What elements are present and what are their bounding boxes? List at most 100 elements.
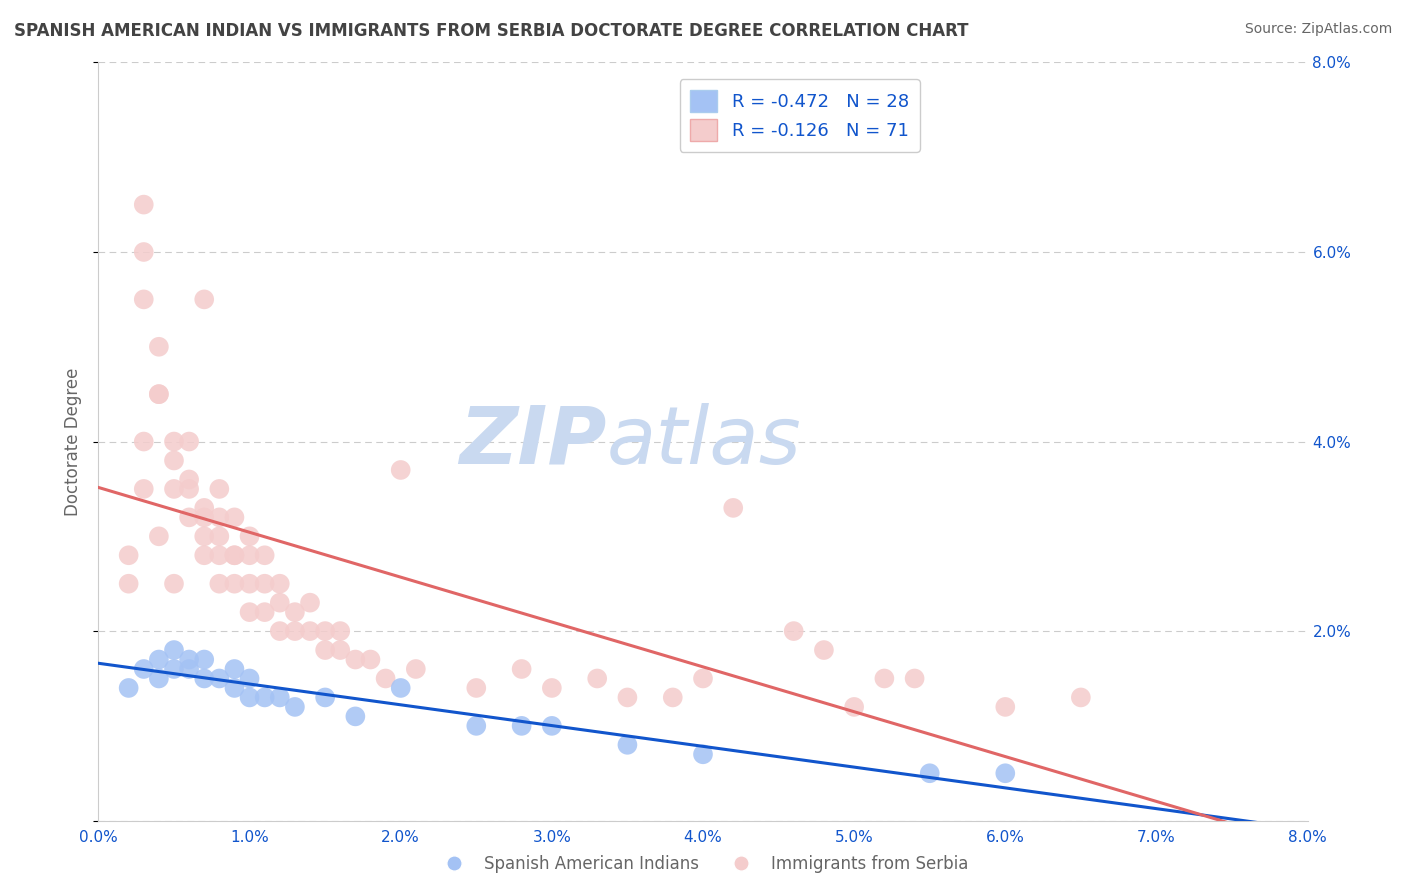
Point (193, 529, 215, 543)
Point (269, 690, 291, 705)
Point (179, 652, 201, 666)
Point (253, 576, 276, 591)
Point (193, 548, 215, 563)
Point (510, 662, 533, 676)
Point (179, 473, 201, 487)
Point (239, 548, 262, 563)
Point (389, 463, 412, 477)
Point (118, 681, 141, 695)
Point (208, 529, 231, 543)
Point (723, 500, 745, 515)
Point (118, 548, 141, 563)
Point (994, 766, 1017, 780)
Point (284, 624, 307, 639)
Point (344, 709, 367, 723)
Point (163, 662, 186, 676)
Point (163, 482, 186, 496)
Point (163, 434, 186, 449)
Point (465, 719, 488, 733)
Text: atlas: atlas (606, 402, 801, 481)
Point (193, 672, 215, 686)
Point (389, 681, 412, 695)
Point (616, 690, 638, 705)
Point (163, 453, 186, 467)
Point (239, 690, 262, 705)
Point (510, 719, 533, 733)
Point (314, 690, 336, 705)
Legend: R = -0.472   N = 28, R = -0.126   N = 71: R = -0.472 N = 28, R = -0.126 N = 71 (679, 79, 920, 152)
Point (1070, 690, 1092, 705)
Point (224, 510, 246, 524)
Text: SPANISH AMERICAN INDIAN VS IMMIGRANTS FROM SERBIA DOCTORATE DEGREE CORRELATION C: SPANISH AMERICAN INDIAN VS IMMIGRANTS FR… (14, 22, 969, 40)
Point (208, 482, 231, 496)
Point (616, 738, 638, 752)
Point (224, 662, 246, 676)
Point (132, 482, 155, 496)
Point (844, 699, 866, 714)
Point (994, 699, 1017, 714)
Point (208, 576, 231, 591)
Point (224, 681, 246, 695)
Point (179, 662, 201, 676)
Point (873, 672, 896, 686)
Y-axis label: Doctorate Degree: Doctorate Degree (65, 368, 83, 516)
Point (239, 605, 262, 619)
Point (586, 672, 609, 686)
Point (253, 690, 276, 705)
Point (299, 624, 322, 639)
Point (208, 548, 231, 563)
Point (540, 719, 562, 733)
Point (148, 672, 170, 686)
Point (813, 643, 835, 657)
Point (224, 548, 246, 563)
Point (692, 672, 714, 686)
Point (132, 197, 155, 211)
Point (132, 244, 155, 259)
Point (148, 652, 170, 666)
Text: ZIP: ZIP (458, 402, 606, 481)
Point (132, 434, 155, 449)
Point (329, 643, 352, 657)
Point (783, 624, 806, 639)
Point (284, 605, 307, 619)
Point (193, 510, 215, 524)
Point (299, 596, 322, 610)
Point (148, 387, 170, 401)
Point (132, 293, 155, 307)
Legend: Spanish American Indians, Immigrants from Serbia: Spanish American Indians, Immigrants fro… (432, 848, 974, 880)
Point (284, 699, 307, 714)
Point (239, 529, 262, 543)
Point (314, 624, 336, 639)
Point (692, 747, 714, 762)
Point (465, 681, 488, 695)
Point (253, 548, 276, 563)
Point (253, 605, 276, 619)
Point (918, 766, 941, 780)
Point (193, 293, 215, 307)
Point (269, 576, 291, 591)
Point (118, 576, 141, 591)
Point (148, 387, 170, 401)
Point (239, 672, 262, 686)
Point (132, 662, 155, 676)
Point (208, 510, 231, 524)
Point (193, 500, 215, 515)
Point (904, 672, 927, 686)
Point (179, 434, 201, 449)
Point (208, 672, 231, 686)
Point (179, 482, 201, 496)
Point (344, 652, 367, 666)
Point (224, 576, 246, 591)
Point (193, 652, 215, 666)
Point (148, 340, 170, 354)
Point (224, 548, 246, 563)
Point (163, 576, 186, 591)
Point (360, 652, 382, 666)
Point (239, 576, 262, 591)
Point (374, 672, 396, 686)
Point (163, 643, 186, 657)
Point (148, 529, 170, 543)
Point (269, 624, 291, 639)
Point (661, 690, 683, 705)
Point (314, 643, 336, 657)
